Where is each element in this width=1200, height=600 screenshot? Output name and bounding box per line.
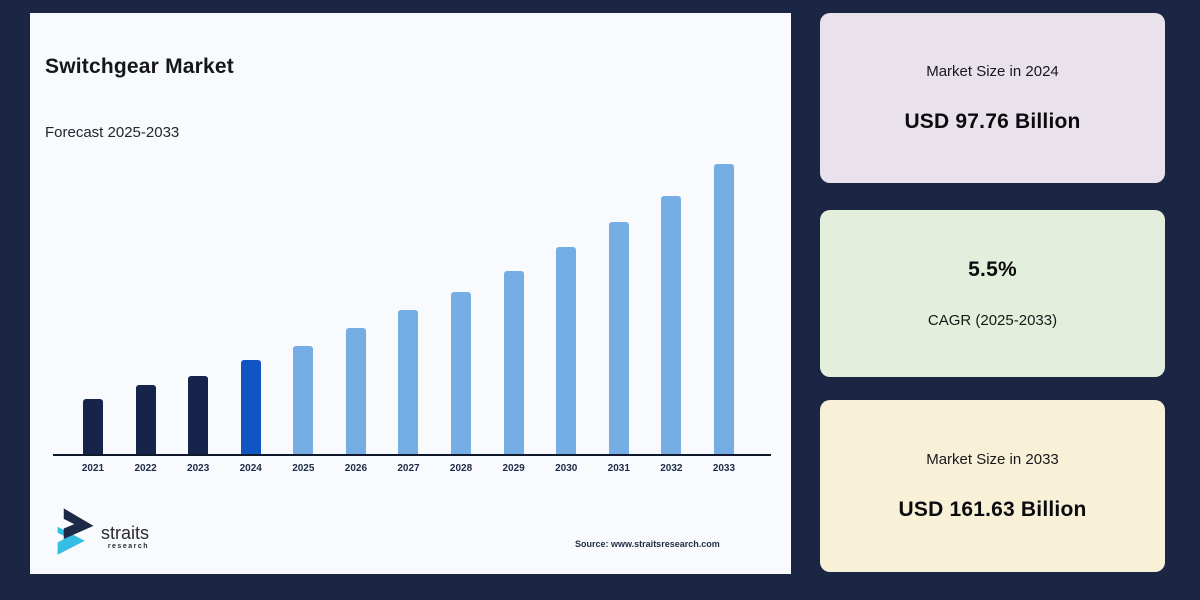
x-tick-label-2032: 2032 [660,463,683,474]
bar-2025: 2025 [292,164,314,474]
x-tick-label-2033: 2033 [712,463,736,474]
card-label: Market Size in 2033 [926,450,1059,468]
bar-2033: 2033 [713,164,735,474]
x-tick-label-2028: 2028 [449,463,473,474]
bars-row: 2021 2022 2023 2024 2025 2026 2027 2028 2029 2030… [82,164,735,474]
page-title: Switchgear Market [45,55,234,79]
bar-rect-2026 [345,328,366,454]
bar-2031: 2031 [608,164,630,474]
brand-name: straits [101,523,150,543]
x-tick-label-2030: 2030 [555,463,578,474]
source-text: Source: www.straitsresearch.com [575,539,720,549]
brand-subname: research [107,543,150,550]
bar-chart: 2021 2022 2023 2024 2025 2026 2027 2028 2029 2030… [30,13,791,574]
bar-rect-2021 [83,399,103,454]
x-tick-label-2029: 2029 [502,463,525,474]
chart-panel: Switchgear Market Forecast 2025-2033 202… [30,13,791,574]
bar-rect-2033 [713,164,734,454]
market-size-2024-card: Market Size in 2024 USD 97.76 Billion [820,13,1165,183]
card-label: CAGR (2025-2033) [927,312,1058,329]
bar-rect-2027 [398,310,419,454]
bar-rect-2031 [608,222,629,454]
bar-rect-2023 [188,376,209,454]
bar-2021: 2021 [82,164,104,474]
market-size-2033-card: Market Size in 2033 USD 161.63 Billion [820,400,1165,572]
bar-2027: 2027 [397,164,420,474]
straits-research-logo: straits research [55,507,149,562]
x-tick-label-2024: 2024 [239,463,262,474]
bar-2026: 2026 [345,164,367,474]
cagr-card: 5.5% CAGR (2025-2033) [820,210,1165,377]
bar-2028: 2028 [450,164,472,474]
forecast-subtitle: Forecast 2025-2033 [45,124,180,141]
bar-2030: 2030 [555,164,577,474]
bar-2023: 2023 [187,164,209,474]
x-tick-label-2027: 2027 [397,463,420,474]
bar-rect-2028 [451,292,472,454]
logo-text: straits research [101,523,150,550]
card-value: 5.5% [968,258,1017,281]
x-tick-label-2025: 2025 [292,463,315,474]
x-tick-label-2022: 2022 [134,463,157,474]
bar-rect-2024 [240,360,261,454]
card-value: USD 161.63 Billion [898,497,1087,521]
bar-rect-2029 [503,271,524,454]
bar-rect-2022 [135,385,156,454]
x-tick-label-2026: 2026 [344,463,368,474]
bar-rect-2025 [293,346,314,454]
x-tick-label-2021: 2021 [81,463,105,474]
bar-2024: 2024 [240,164,262,474]
logo-mark-icon [55,507,97,562]
x-tick-label-2023: 2023 [187,463,210,474]
bar-2029: 2029 [503,164,525,474]
bar-2032: 2032 [660,164,682,474]
bar-rect-2032 [661,196,682,454]
card-value: USD 97.76 Billion [904,109,1081,133]
card-label: Market Size in 2024 [926,62,1059,80]
x-tick-label-2031: 2031 [607,463,630,474]
x-axis-line [53,454,771,456]
bar-rect-2030 [556,247,577,454]
bar-2022: 2022 [134,164,157,474]
